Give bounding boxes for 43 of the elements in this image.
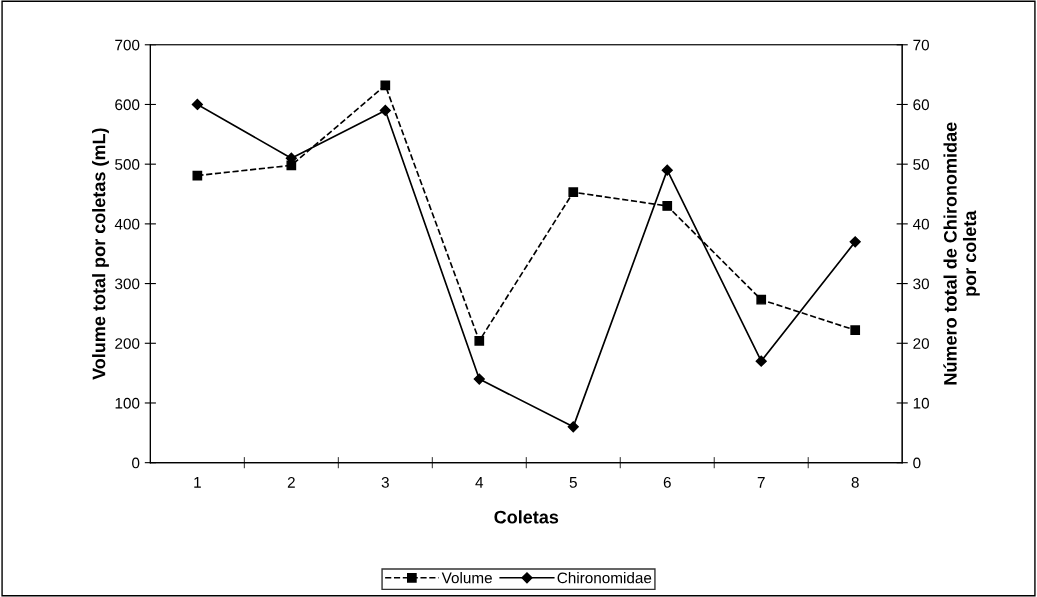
point [192, 170, 203, 181]
point [568, 187, 579, 198]
x-tick-label: 7 [757, 477, 765, 488]
point [379, 104, 391, 117]
x-axis-title: Coletas [494, 510, 559, 524]
y-tick-label: 100 [115, 397, 140, 409]
point [380, 80, 391, 91]
y-axis-title: Volume total por coletas (mL) [92, 128, 109, 380]
legend-label: Chironomidae [557, 572, 652, 584]
point [849, 236, 861, 248]
y-tick-label: 400 [114, 218, 140, 230]
point [191, 98, 203, 111]
y2-tick-label: 10 [913, 397, 929, 409]
point [756, 294, 767, 305]
x-tick-label: 6 [663, 476, 671, 488]
point [662, 201, 673, 211]
point [474, 336, 485, 346]
y2-tick-label: 60 [913, 99, 929, 111]
legend-label: Volume [441, 572, 492, 584]
point [567, 421, 579, 433]
point [755, 355, 767, 367]
point [850, 325, 861, 336]
x-tick-label: 3 [381, 476, 389, 488]
y-tick-label: 500 [115, 159, 140, 170]
x-tick-label: 8 [851, 476, 859, 488]
y2-tick-label: 50 [913, 159, 929, 170]
x-tick-label: 1 [194, 477, 201, 488]
y2-tick-label: 20 [913, 338, 929, 349]
point [661, 164, 673, 176]
y2-tick-label: 0 [913, 457, 921, 469]
x-tick-label: 2 [287, 476, 295, 488]
x-tick-label: 4 [475, 477, 484, 488]
y-tick-label: 200 [115, 338, 140, 349]
point [473, 373, 485, 385]
y-tick-label: 300 [115, 278, 140, 290]
y-tick-label: 0 [132, 457, 140, 469]
y2-tick-label: 70 [913, 39, 929, 51]
y2-axis-title: Número total de Chironomidae por coleta [943, 122, 980, 385]
y2-tick-label: 40 [912, 218, 929, 230]
y-tick-label: 700 [115, 39, 140, 51]
y-tick-label: 600 [115, 99, 140, 111]
y2-tick-label: 30 [913, 278, 929, 290]
x-tick-label: 5 [569, 477, 577, 488]
